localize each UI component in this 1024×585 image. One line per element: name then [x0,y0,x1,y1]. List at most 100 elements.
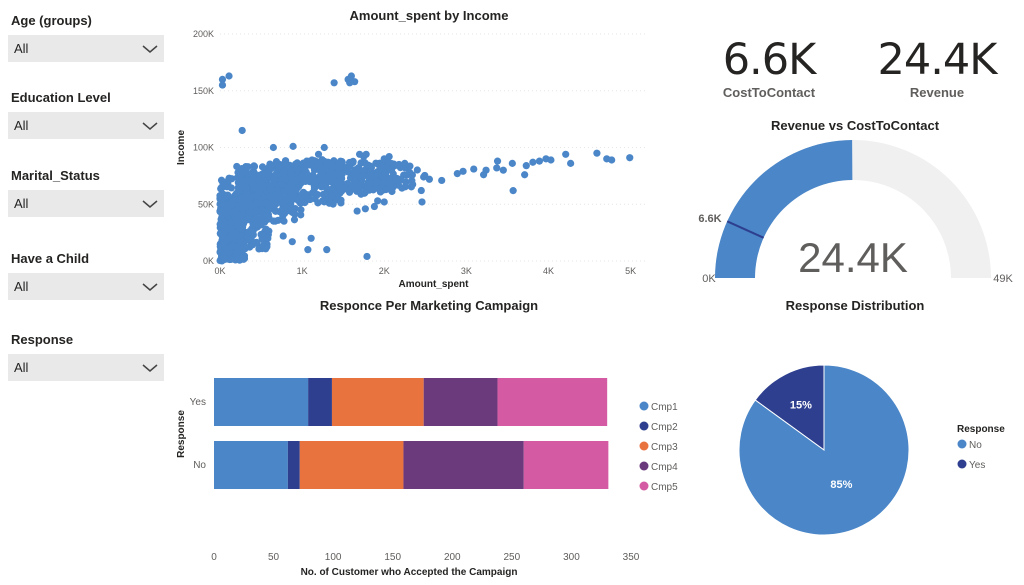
x-axis-label: Amount_spent [399,279,470,290]
x-tick-label: 3K [461,266,472,276]
scatter-point [250,169,259,177]
scatter-point [357,190,365,198]
bar-segment-cmp4 [403,441,524,489]
scatter-point [347,184,355,192]
gauge-target-label: 6.6K [698,213,721,225]
scatter-point [372,159,380,167]
legend-label: Cmp2 [651,422,678,433]
slicer-response: Response All [8,330,164,381]
bar-segment-cmp1 [214,441,288,489]
slicer-title: Education Level [11,90,111,105]
scatter-point [333,162,341,170]
scatter-point [413,166,421,174]
scatter-point [293,175,302,183]
scatter-point [335,179,344,187]
slicer-value: All [14,118,29,133]
scatter-point [250,162,258,170]
chevron-down-icon [142,121,158,130]
scatter-point [313,191,322,199]
scatter-point [236,177,245,186]
slicer-dropdown-age-groups[interactable]: All [8,35,164,62]
slicer-dropdown-have-a-child[interactable]: All [8,273,164,300]
scatter-point [297,196,305,205]
scatter-point [309,162,317,170]
scatter-point [377,163,385,171]
pie-slice-no [738,364,910,536]
pie-chart[interactable]: 15% 85% Response No Yes [690,316,1020,576]
pie-data-label: 85% [830,479,852,491]
y-tick-label: 0K [203,256,214,266]
slicer-title: Response [11,332,74,347]
scatter-point [249,179,257,187]
scatter-point [322,178,331,187]
legend-marker [639,461,649,471]
x-tick-label: 150 [384,552,401,563]
x-tick-label: 300 [563,552,580,563]
legend-marker [639,481,649,491]
scatter-point [255,186,263,194]
scatter-point [304,246,312,254]
scatter-point [406,168,414,177]
y-category-label: Yes [190,397,206,408]
bar-segment-cmp3 [299,441,404,489]
scatter-point [459,167,467,175]
slicer-have-a-child: Have a Child All [8,249,164,300]
scatter-point [314,150,323,158]
scatter-point [268,197,276,205]
y-tick-label: 100K [193,143,214,153]
scatter-point [337,196,345,204]
scatter-point [287,179,295,188]
slicer-dropdown-education-level[interactable]: All [8,112,164,139]
x-tick-label: 200 [444,552,461,563]
chevron-down-icon [142,363,158,372]
scatter-point [355,184,363,192]
scatter-point [291,160,300,168]
scatter-point [361,205,369,213]
scatter-point [289,142,297,150]
scatter-point [567,159,575,167]
legend-label: Cmp3 [651,442,678,453]
slicer-title: Age (groups) [11,13,92,28]
slicer-value: All [14,196,29,211]
scatter-chart[interactable]: 0K 50K 100K 150K 200K 0K 1K 2K 3K 4K 5K Amount_spen… [170,24,670,296]
scatter-point [244,199,252,207]
scatter-point [509,187,517,195]
slicer-dropdown-response[interactable]: All [8,354,164,381]
slicer-value: All [14,279,29,294]
scatter-point [387,166,395,174]
bar-segment-cmp1 [214,378,309,426]
x-tick-label: 0 [211,552,217,563]
slicer-title: Have a Child [11,251,90,266]
bar-segment-cmp4 [423,378,498,426]
stacked-bar-chart[interactable]: Yes No 0 50 100 150 200 250 300 350 No. of Custome… [170,316,690,582]
x-tick-label: 1K [297,266,308,276]
scatter-point [374,197,382,205]
scatter-point [626,154,634,162]
scatter-point [258,163,267,171]
scatter-point [344,75,352,83]
scatter-point [420,173,428,181]
scatter-point [240,243,248,251]
scatter-point [408,177,416,185]
bar-chart-title: Responce Per Marketing Campaign [319,298,539,313]
scatter-point [384,158,392,166]
scatter-point [258,179,266,187]
scatter-point [360,152,368,161]
scatter-point [288,238,296,246]
scatter-point [227,255,235,264]
scatter-point [535,157,544,165]
scatter-point [290,216,299,224]
scatter-point [363,252,371,261]
scatter-point [287,170,295,178]
y-tick-label: 200K [193,29,214,39]
scatter-point [226,175,235,183]
scatter-point [259,211,267,219]
legend-marker [639,401,649,411]
scatter-point [297,211,305,219]
gauge-chart[interactable]: 6.6K 24.4K 0K 49K [690,136,1020,288]
legend-marker [639,421,649,431]
scatter-point [338,157,346,166]
scatter-point [261,243,269,251]
scatter-point [279,232,287,240]
slicer-dropdown-marital-status[interactable]: All [8,190,164,217]
